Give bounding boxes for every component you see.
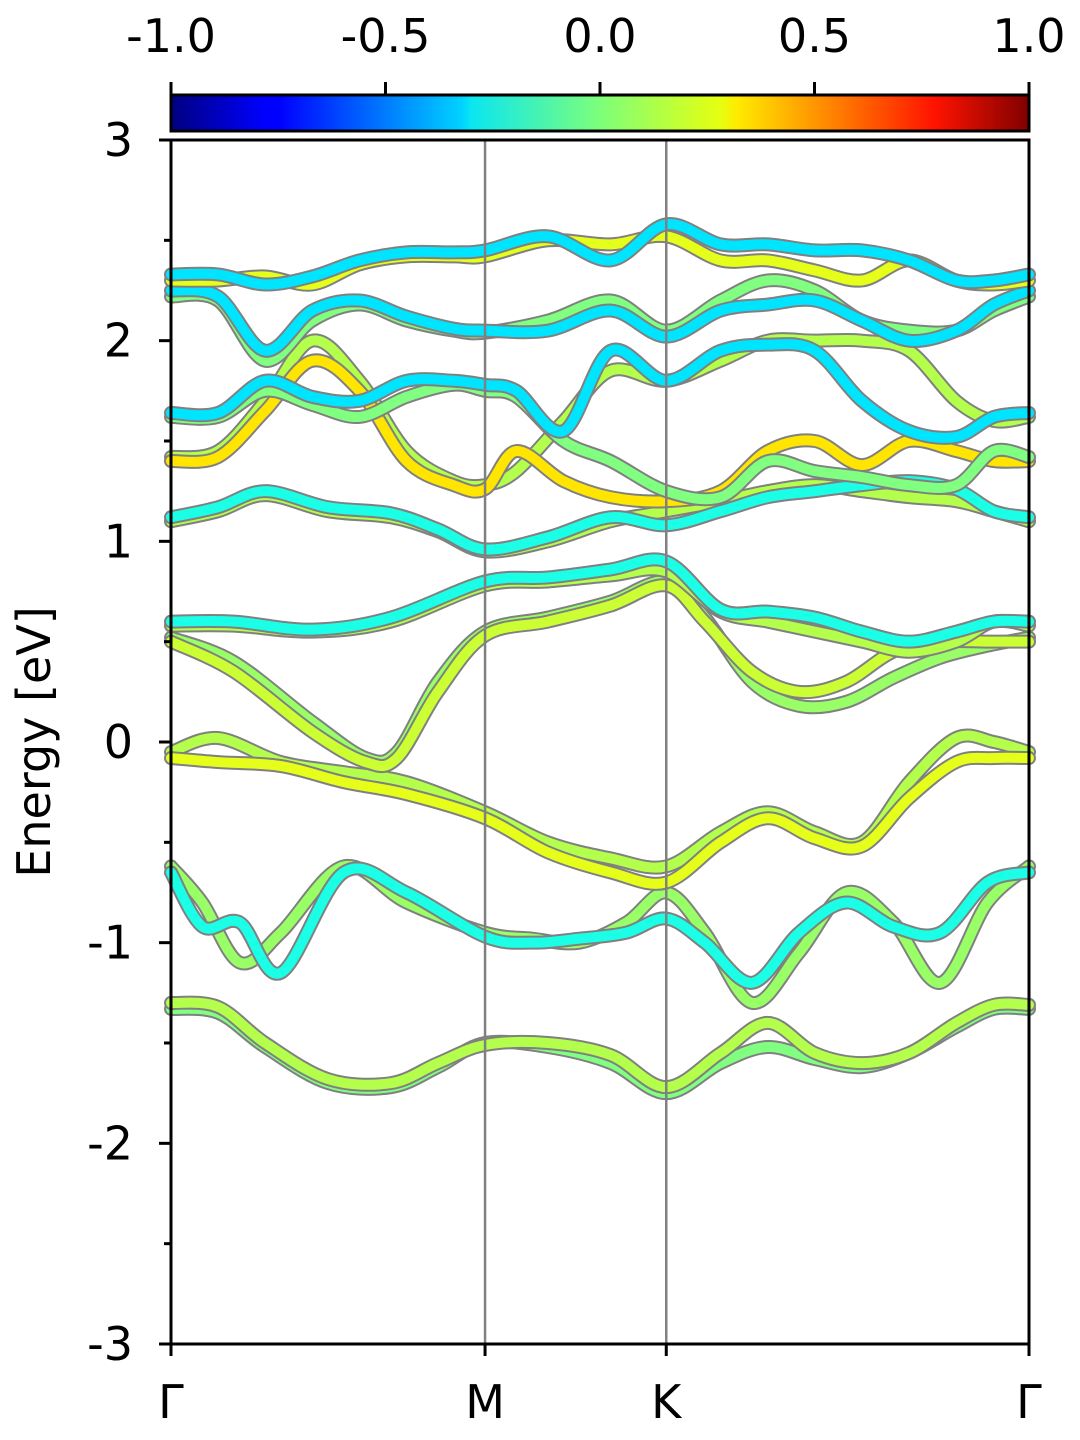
y-tick-label: -1	[87, 916, 133, 970]
colorbar: -1.0 -0.5 0.0 0.5 1.0	[126, 9, 1066, 133]
colorbar-ticks: -1.0 -0.5 0.0 0.5 1.0	[126, 9, 1066, 95]
band-b2	[166, 997, 1034, 1093]
y-tick-label: -3	[87, 1317, 133, 1371]
band-b20	[166, 219, 1034, 290]
band-b4	[166, 863, 1034, 988]
band-lines	[164, 217, 1036, 1101]
high-symmetry-lines	[483, 140, 668, 1344]
y-axis: 3 2 1 0 -1 -2 -3	[87, 113, 171, 1371]
band-b17	[166, 275, 1034, 366]
band-b5	[166, 730, 1034, 873]
y-tick-label: 1	[104, 514, 133, 568]
x-tick-label-M: M	[465, 1375, 505, 1429]
y-tick-label: 0	[104, 715, 133, 769]
colorbar-tick-label: 1.0	[992, 9, 1065, 63]
y-tick-label: -2	[87, 1116, 133, 1170]
x-tick-label-K: K	[651, 1375, 683, 1429]
colorbar-tick-label: 0.5	[778, 9, 851, 63]
band-b10	[166, 554, 1034, 647]
band-b14	[166, 355, 1034, 507]
band-b15	[166, 379, 1034, 505]
colorbar-tick-label: -0.5	[341, 9, 431, 63]
band-b6	[166, 752, 1034, 889]
y-tick-label: 2	[104, 314, 133, 368]
x-tick-label-Γ: Γ	[1016, 1375, 1042, 1429]
y-tick-label: 3	[104, 113, 133, 167]
band-b16	[166, 339, 1034, 443]
x-tick-label-Γ: Γ	[158, 1375, 184, 1429]
band-b18	[166, 285, 1034, 356]
colorbar-gradient	[169, 93, 1031, 133]
colorbar-tick-label: -1.0	[126, 9, 216, 63]
y-axis-title: Energy [eV]	[7, 606, 61, 877]
colorbar-tick-label: 0.0	[563, 9, 636, 63]
